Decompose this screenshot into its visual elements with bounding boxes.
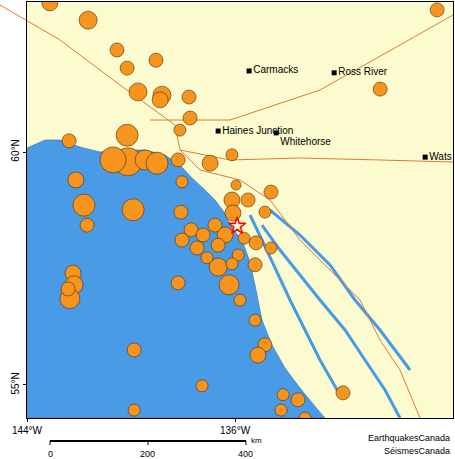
- svg-text:55°N: 55°N: [10, 372, 21, 394]
- svg-text:Ross River: Ross River: [338, 66, 388, 77]
- svg-text:60°N: 60°N: [10, 139, 21, 161]
- svg-text:200: 200: [140, 449, 155, 459]
- svg-text:Wats: Wats: [429, 151, 451, 162]
- svg-text:0: 0: [48, 449, 53, 459]
- svg-text:km: km: [251, 436, 262, 445]
- svg-text:136°W: 136°W: [220, 425, 251, 436]
- svg-text:Whitehorse: Whitehorse: [280, 136, 331, 147]
- svg-text:EarthquakesCanada: EarthquakesCanada: [368, 433, 450, 443]
- svg-text:Carmacks: Carmacks: [253, 64, 298, 75]
- svg-text:Haines Junction: Haines Junction: [222, 125, 293, 136]
- svg-text:SéismesCanada: SéismesCanada: [384, 446, 450, 456]
- svg-text:144°W: 144°W: [12, 425, 43, 436]
- svg-text:400: 400: [238, 449, 253, 459]
